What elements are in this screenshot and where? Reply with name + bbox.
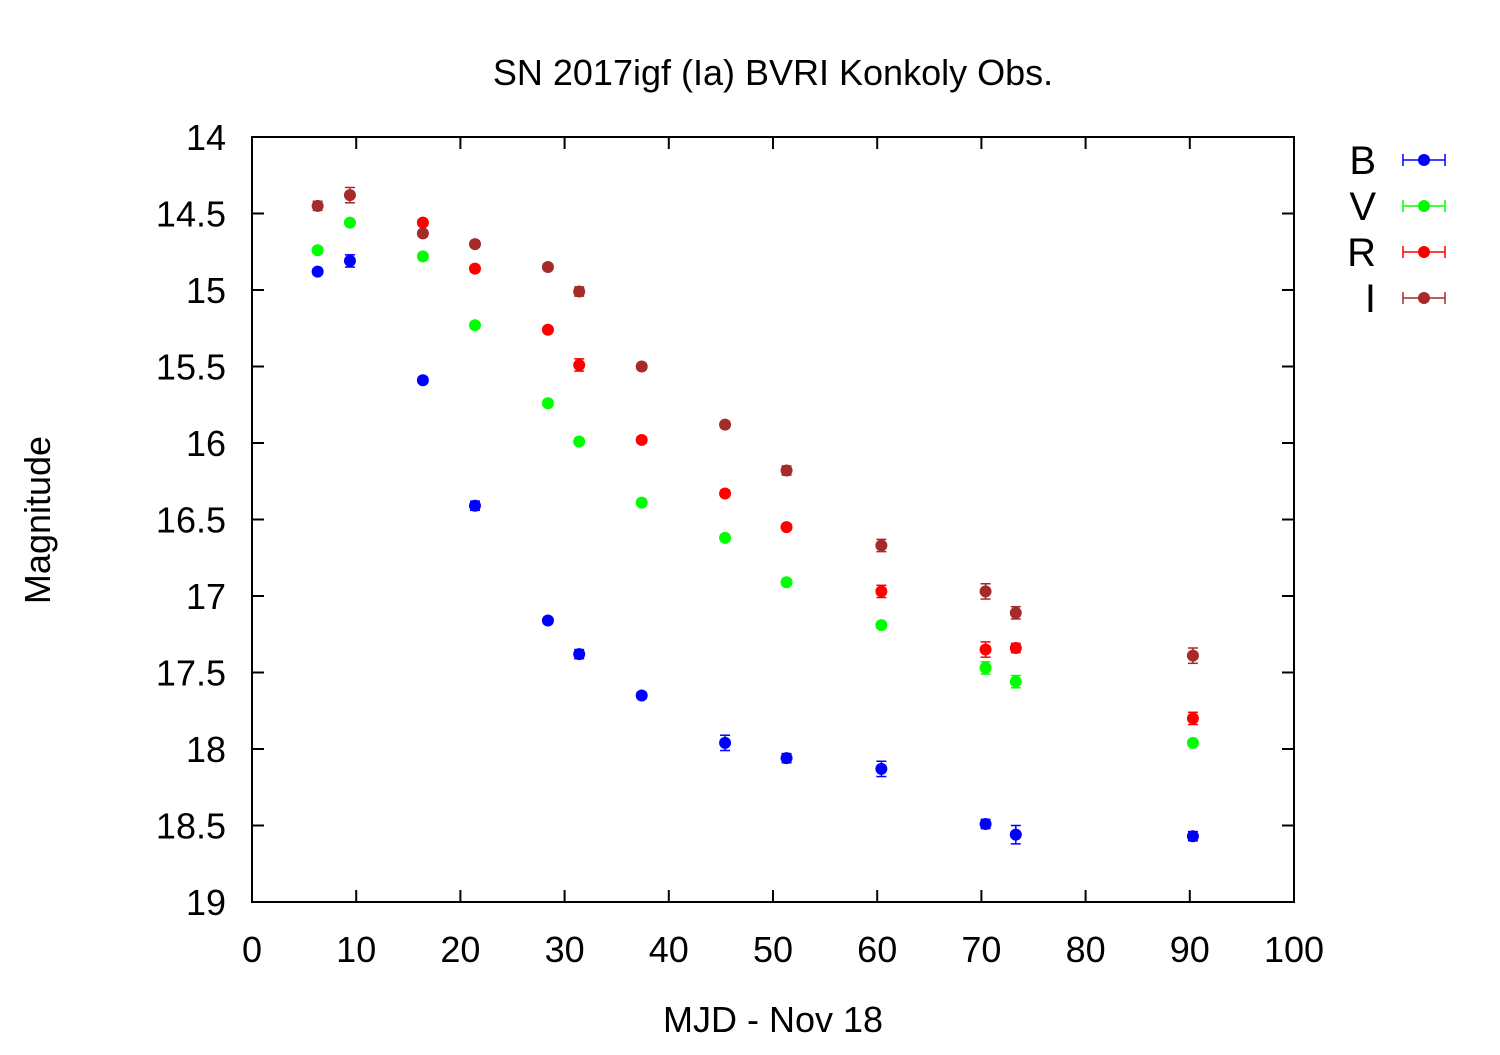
data-point [875,585,888,598]
legend-label-V: V [1349,185,1376,229]
plot-frame [251,136,1295,903]
data-point [573,358,586,371]
data-point [1186,649,1199,662]
data-point [416,227,429,240]
data-point [468,262,481,275]
data-point [780,521,793,534]
data-point [343,254,356,267]
legend-dot [1418,246,1430,258]
data-point [541,614,554,627]
x-tick-label: 90 [1170,929,1210,970]
data-point [719,418,732,431]
data-point [635,496,648,509]
legend-dot [1418,154,1430,166]
x-tick-label: 80 [1066,929,1106,970]
data-point [875,619,888,632]
y-tick-label: 17 [186,576,226,617]
series-I [311,186,1199,665]
x-axis: 0 10 20 30 40 50 60 70 80 90 100 [242,137,1324,970]
y-tick-label: 17.5 [156,653,226,694]
data-point [979,643,992,656]
legend-marker-B [1402,154,1446,166]
legend-marker-V [1402,200,1446,212]
y-tick-label: 15.5 [156,347,226,388]
legend-label-I: I [1365,277,1376,321]
data-point [719,487,732,500]
data-point [1009,606,1022,619]
data-point [541,323,554,336]
data-point [1186,830,1199,843]
y-tick-label: 16 [186,423,226,464]
data-point [416,374,429,387]
y-tick-label: 14 [186,117,226,158]
data-point [468,499,481,512]
data-point [979,661,992,674]
data-series [311,186,1199,845]
data-point [780,576,793,589]
y-tick-label: 16.5 [156,500,226,541]
data-point [875,762,888,775]
legend: BVRI [1347,139,1446,321]
data-point [1009,642,1022,655]
y-tick-label: 14.5 [156,194,226,235]
data-point [343,189,356,202]
x-tick-label: 20 [440,929,480,970]
legend-label-R: R [1347,231,1376,275]
x-tick-label: 60 [857,929,897,970]
data-point [311,199,324,212]
legend-marker-I [1402,292,1446,304]
y-tick-label: 15 [186,270,226,311]
legend-marker-R [1402,246,1446,258]
data-point [573,435,586,448]
legend-dot [1418,200,1430,212]
series-R [416,216,1199,726]
data-point [311,265,324,278]
data-point [875,539,888,552]
series-V [311,216,1199,749]
x-tick-label: 100 [1264,929,1324,970]
legend-dot [1418,292,1430,304]
data-point [1009,675,1022,688]
data-point [979,817,992,830]
x-tick-label: 50 [753,929,793,970]
x-axis-label: MJD - Nov 18 [663,999,883,1040]
y-axis: 14 14.5 15 15.5 16 16.5 17 17.5 18 18.5 19 [156,117,1294,923]
legend-label-B: B [1349,139,1376,183]
data-point [468,319,481,332]
data-point [719,531,732,544]
data-point [573,648,586,661]
data-point [1009,828,1022,841]
chart-title: SN 2017igf (Ia) BVRI Konkoly Obs. [493,52,1053,93]
x-tick-label: 70 [961,929,1001,970]
data-point [541,261,554,274]
data-point [416,216,429,229]
data-point [635,433,648,446]
x-tick-label: 40 [649,929,689,970]
x-tick-label: 10 [336,929,376,970]
data-point [1186,712,1199,725]
y-tick-label: 19 [186,882,226,923]
x-tick-label: 30 [545,929,585,970]
data-point [780,752,793,765]
data-point [719,736,732,749]
data-point [311,244,324,257]
data-point [1186,736,1199,749]
data-point [468,238,481,251]
y-axis-label: Magnitude [17,436,58,604]
y-tick-label: 18.5 [156,806,226,847]
data-point [635,689,648,702]
series-B [311,254,1199,845]
x-tick-label: 0 [242,929,262,970]
data-point [780,464,793,477]
data-point [343,216,356,229]
data-point [573,285,586,298]
data-point [635,360,648,373]
data-point [541,397,554,410]
data-point [979,585,992,598]
y-tick-label: 18 [186,729,226,770]
data-point [416,250,429,263]
